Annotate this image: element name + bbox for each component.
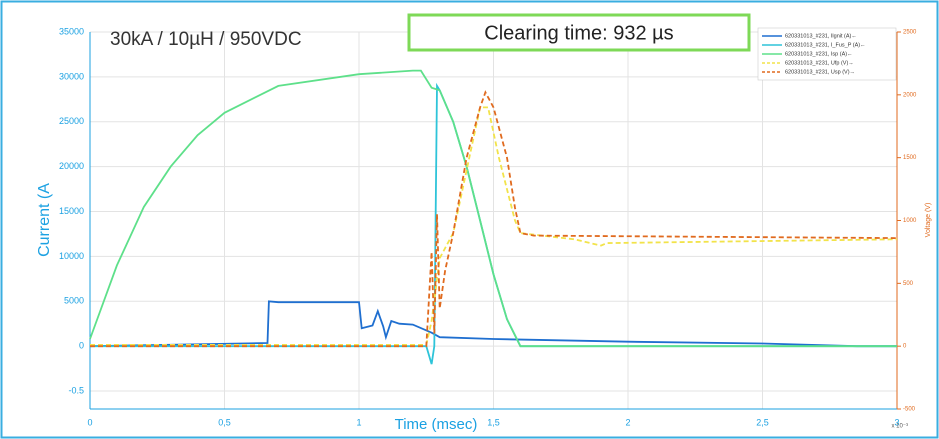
series-line — [89, 69, 897, 348]
x-tick-label: 3 — [894, 417, 899, 427]
y-tick-label: 10000 — [59, 251, 84, 261]
x-scale-label: x 10⁻³ — [891, 424, 908, 430]
y-tick-label: -0.5 — [68, 385, 84, 395]
y2-tick-label: 0 — [903, 344, 907, 350]
series-line — [90, 90, 898, 348]
legend-label: 620331013_#231, Usp (V)→ — [785, 69, 855, 75]
plot — [89, 69, 898, 365]
legend-label: 620331013_#231, Isp (A)← — [785, 51, 853, 57]
x-tick-label: 1 — [356, 417, 361, 427]
legend-label: 620331013_#231, I_Fus_P (A)← — [785, 42, 866, 48]
x-tick-label: 0,5 — [218, 417, 231, 427]
x-tick-label: 1,5 — [487, 417, 500, 427]
x-tick-label: 0 — [87, 417, 92, 427]
y-tick-label: 15000 — [59, 206, 84, 216]
y-tick-label: 35000 — [59, 26, 84, 36]
y2-tick-label: 2000 — [903, 92, 917, 98]
y-axis-label: Current (A — [36, 183, 53, 257]
x-tick-label: 2 — [625, 417, 630, 427]
y-tick-label: 5000 — [64, 296, 84, 306]
x-tick-label: 2,5 — [756, 417, 769, 427]
x-axis-label: Time (msec) — [395, 416, 478, 433]
annotation-box — [407, 13, 751, 52]
y-tick-label: 25000 — [59, 116, 84, 126]
series-line — [89, 300, 897, 348]
annotation: Clearing time: 932 µs — [484, 22, 673, 44]
annotation: 30kA / 10µH / 950VDC — [110, 29, 302, 50]
y2-tick-label: 1500 — [903, 155, 917, 161]
legend-label: 620331013_#231, Ufp (V)→ — [785, 60, 854, 66]
legend-items: 620331013_#231, Ilgnit (A)← 620331013_#23… — [762, 33, 866, 75]
y2-tick-label: 1000 — [903, 218, 917, 224]
y2-tick-label: -500 — [903, 407, 916, 413]
legend-label: 620331013_#231, Ilgnit (A)← — [785, 33, 857, 39]
y-tick-label: 0 — [79, 341, 84, 351]
y-tick-label: 30000 — [59, 71, 84, 81]
y2-tick-label: 2500 — [903, 30, 917, 36]
y2-tick-label: 500 — [903, 281, 914, 287]
y-tick-label: 20000 — [59, 161, 84, 171]
y2-axis-label: Voltage (V) — [925, 203, 932, 238]
